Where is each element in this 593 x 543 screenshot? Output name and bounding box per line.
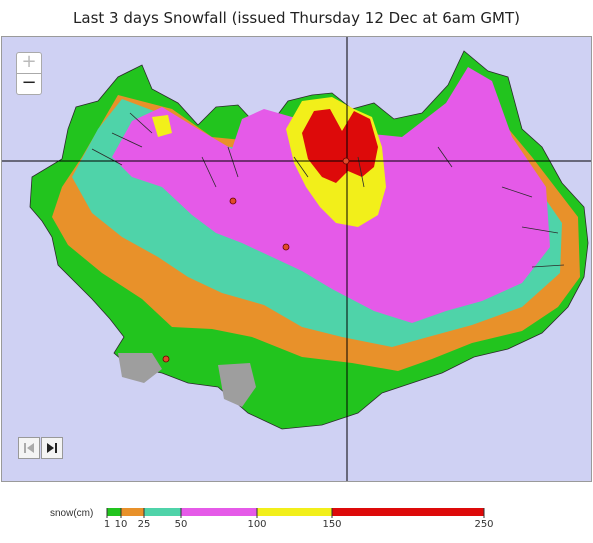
reykjanes-rock-area	[118, 353, 162, 383]
legend-band-1-10	[107, 508, 121, 516]
fjord-lines	[91, 112, 565, 268]
legend-tick-label: 10	[114, 519, 128, 530]
legend-band-10-25	[121, 508, 144, 516]
legend-tick-label: 50	[174, 519, 188, 530]
snow-legend: snow(cm) 1 10 25 50 100 150 250	[0, 494, 593, 543]
legend-tick-label: 1	[103, 519, 111, 530]
red-core	[302, 109, 378, 183]
step-forward-button[interactable]	[41, 437, 63, 459]
skip-to-first-button[interactable]	[18, 437, 40, 459]
legend-color-bar	[106, 508, 485, 518]
legend-band-100-150	[257, 508, 332, 516]
station-marker	[229, 197, 237, 205]
station-marker	[162, 355, 170, 363]
skip-to-first-icon	[24, 443, 34, 453]
southern-rock-area	[218, 363, 256, 407]
map-title: Last 3 days Snowfall (issued Thursday 12…	[73, 9, 520, 27]
legend-unit-label: snow(cm)	[50, 508, 94, 519]
station-marker	[342, 157, 350, 165]
station-marker	[282, 243, 290, 251]
legend-band-50-100	[181, 508, 257, 516]
yellow-patch-westfjords	[152, 115, 172, 137]
snowfall-map[interactable]: + −	[1, 36, 592, 482]
legend-tick-label: 100	[247, 519, 267, 530]
legend-tick-label: 25	[137, 519, 151, 530]
iceland-snowfall-map-canvas	[2, 37, 591, 481]
legend-tick-label: 250	[474, 519, 494, 530]
step-forward-icon	[47, 443, 57, 453]
zoom-in-button[interactable]: +	[16, 52, 42, 74]
zoom-out-button[interactable]: −	[16, 73, 42, 95]
legend-tick-label: 150	[322, 519, 342, 530]
legend-band-25-50	[144, 508, 181, 516]
legend-band-150-250	[332, 508, 484, 516]
